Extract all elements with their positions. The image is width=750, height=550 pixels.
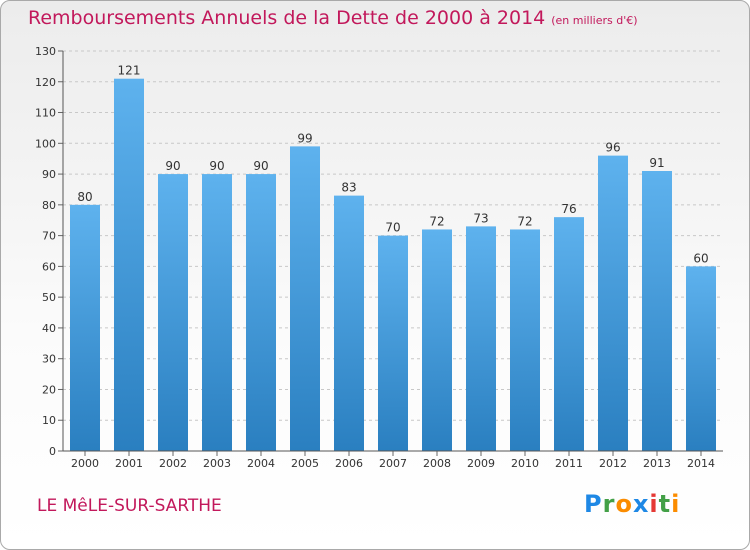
logo-letter: o [615, 490, 633, 518]
x-tick-label: 2011 [555, 457, 583, 470]
data-label-2011: 76 [561, 202, 576, 216]
x-tick-label: 2003 [203, 457, 231, 470]
bar-2008 [422, 229, 452, 451]
chart-title-text: Remboursements Annuels de la Dette de 20… [28, 7, 546, 29]
y-tick-label: 30 [42, 353, 56, 366]
logo-letter: r [602, 490, 616, 518]
y-tick-label: 90 [42, 168, 56, 181]
chart-title: Remboursements Annuels de la Dette de 20… [28, 7, 638, 29]
logo-letter: P [584, 490, 603, 518]
bar-2007 [378, 235, 408, 451]
x-tick-label: 2010 [511, 457, 539, 470]
data-label-2008: 72 [429, 214, 444, 228]
bar-2001 [114, 78, 144, 451]
data-label-2000: 80 [77, 190, 92, 204]
data-label-2012: 96 [605, 141, 620, 155]
x-tick-label: 2002 [159, 457, 187, 470]
x-tick-label: 2006 [335, 457, 363, 470]
bar-2012 [598, 155, 628, 451]
y-tick-label: 10 [42, 414, 56, 427]
axes [62, 51, 723, 452]
bars [70, 78, 716, 452]
y-tick-label: 80 [42, 199, 56, 212]
logo-letter: i [649, 490, 659, 518]
data-label-2013: 91 [649, 156, 664, 170]
y-tick-label: 0 [49, 445, 56, 458]
x-tick-label: 2007 [379, 457, 407, 470]
proxiti-logo: Proxiti [584, 490, 680, 518]
bar-2014 [686, 266, 716, 451]
y-tick-label: 70 [42, 230, 56, 243]
data-labels: 80 121 90 90 90 99 83 70 72 73 72 76 96 91 60 [77, 64, 708, 266]
y-tick-label: 60 [42, 260, 56, 273]
x-tick-label: 2013 [643, 457, 671, 470]
x-axis-ticks: 2000 2001 2002 2003 2004 2005 2006 2007 2008 2009… [71, 451, 715, 470]
bar-2010 [510, 229, 540, 451]
y-tick-label: 100 [35, 137, 56, 150]
y-tick-label: 120 [35, 76, 56, 89]
x-tick-label: 2001 [115, 457, 143, 470]
logo-letter: x [632, 490, 650, 518]
data-label-2007: 70 [385, 221, 400, 235]
data-label-2002: 90 [165, 159, 180, 173]
y-axis-ticks: 0 10 20 30 40 50 60 70 80 90 100 110 120 130 [35, 45, 63, 458]
bar-2003 [202, 174, 232, 452]
bar-2004 [246, 174, 276, 452]
bar-2002 [158, 174, 188, 452]
data-label-2004: 90 [253, 159, 268, 173]
y-tick-label: 20 [42, 383, 56, 396]
logo-letter: t [658, 490, 672, 518]
data-label-2005: 99 [297, 131, 312, 145]
data-label-2003: 90 [209, 159, 224, 173]
x-tick-label: 2009 [467, 457, 495, 470]
data-label-2009: 73 [473, 211, 488, 225]
x-tick-label: 2012 [599, 457, 627, 470]
logo-letter: i [671, 490, 681, 518]
x-tick-label: 2008 [423, 457, 451, 470]
y-tick-label: 110 [35, 107, 56, 120]
x-tick-label: 2004 [247, 457, 275, 470]
bar-2000 [70, 204, 100, 451]
data-label-2010: 72 [517, 214, 532, 228]
y-tick-label: 50 [42, 291, 56, 304]
bar-2005 [290, 146, 320, 451]
bar-2013 [642, 171, 672, 451]
bar-2006 [334, 195, 364, 451]
bar-2011 [554, 217, 584, 451]
bar-2009 [466, 226, 496, 451]
x-tick-label: 2000 [71, 457, 99, 470]
y-tick-label: 130 [35, 45, 56, 58]
chart-unit: (en milliers d'€) [551, 14, 638, 27]
data-label-2014: 60 [693, 251, 708, 265]
x-tick-label: 2005 [291, 457, 319, 470]
data-label-2006: 83 [341, 181, 356, 195]
place-name: LE MêLE-SUR-SARTHE [37, 496, 222, 516]
y-tick-label: 40 [42, 322, 56, 335]
data-label-2001: 121 [118, 64, 141, 78]
x-tick-label: 2014 [687, 457, 715, 470]
